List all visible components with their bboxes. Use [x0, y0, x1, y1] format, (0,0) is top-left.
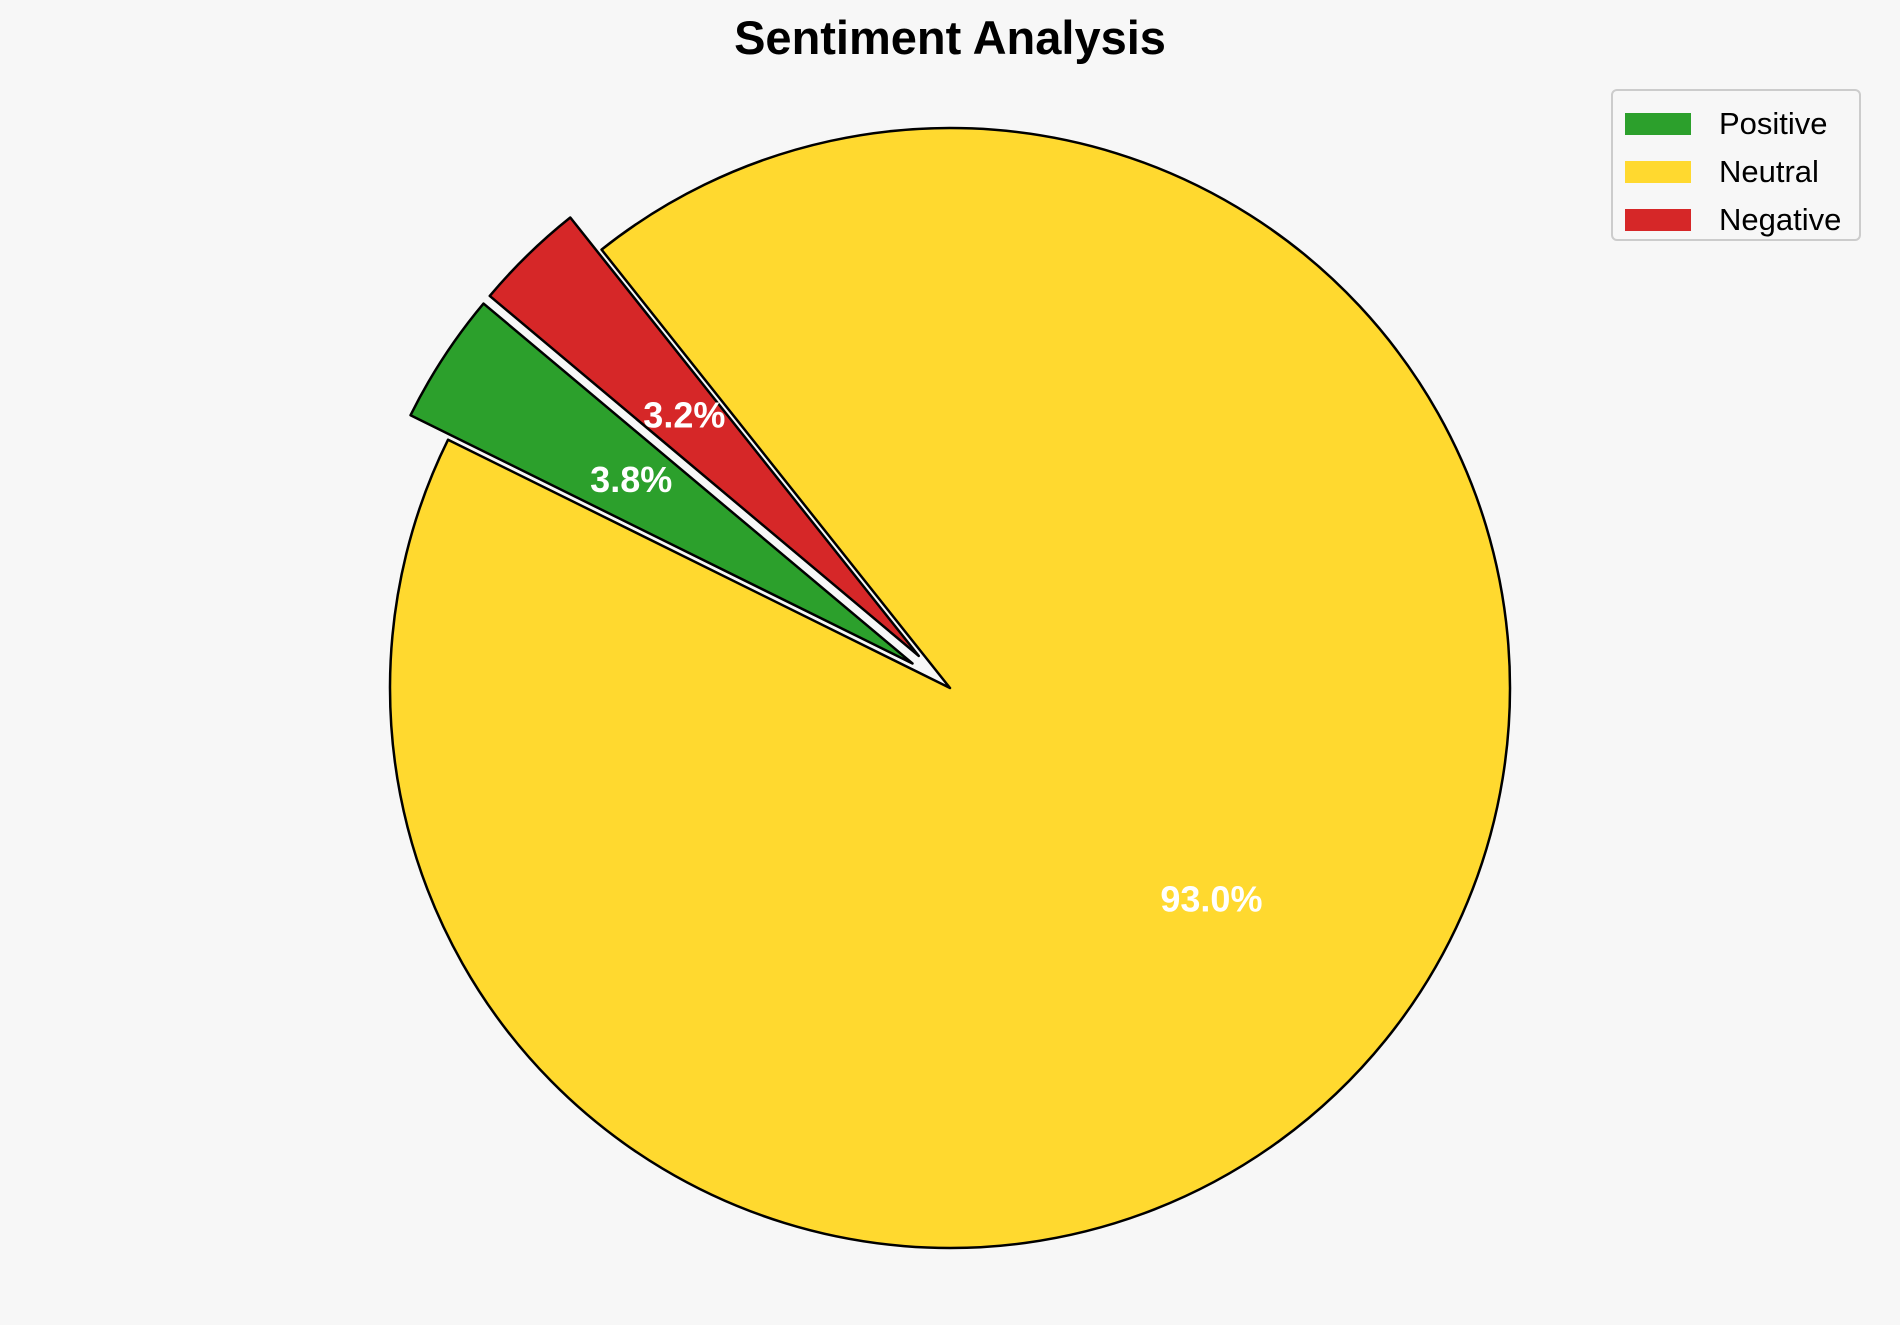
legend-item-positive: Positive: [1625, 100, 1847, 148]
chart-legend: Positive Neutral Negative: [1611, 89, 1861, 241]
legend-swatch-negative: [1625, 209, 1691, 231]
legend-swatch-neutral: [1625, 161, 1691, 183]
legend-item-neutral: Neutral: [1625, 148, 1847, 196]
chart-title: Sentiment Analysis: [734, 11, 1166, 64]
legend-swatch-positive: [1625, 113, 1691, 135]
legend-item-negative: Negative: [1625, 196, 1847, 244]
pie-label-negative: 3.2%: [643, 395, 725, 436]
pie-label-positive: 3.8%: [590, 459, 672, 500]
pie-label-neutral: 93.0%: [1160, 879, 1262, 920]
pie-slices: [388, 126, 1512, 1250]
pie-slice-labels: 3.8% 93.0% 3.2%: [590, 395, 1262, 920]
legend-label-neutral: Neutral: [1719, 154, 1819, 189]
legend-label-negative: Negative: [1719, 202, 1842, 237]
legend-label-positive: Positive: [1719, 106, 1828, 141]
pie-slice-negative: [488, 216, 920, 658]
pie-slice-neutral: [388, 126, 1512, 1250]
pie-slice-positive: [409, 302, 914, 665]
